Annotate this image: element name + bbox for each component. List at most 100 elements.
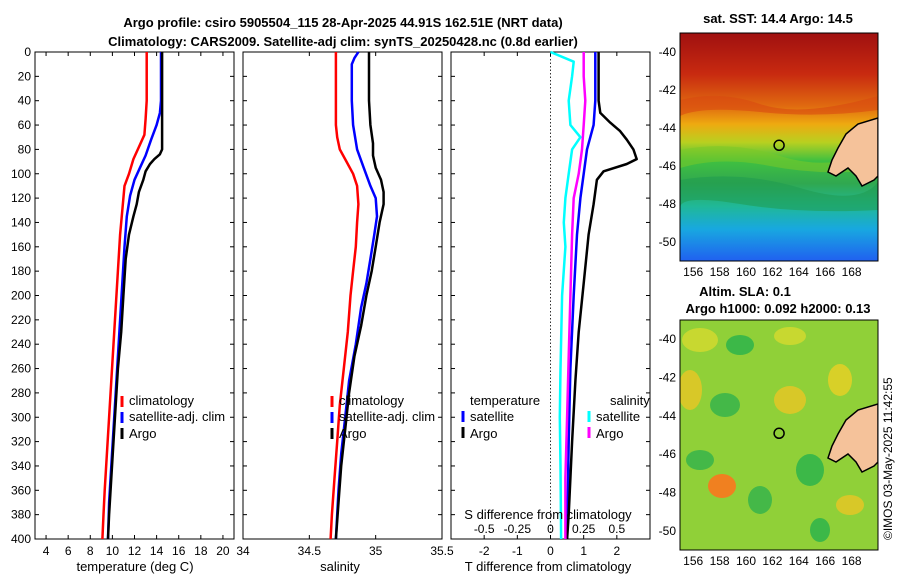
difference-xtick-label: 1 [580, 544, 587, 558]
depth-tick-label: 20 [18, 69, 32, 83]
depth-tick-label: 160 [11, 240, 31, 254]
difference-xtick-label: -1 [512, 544, 523, 558]
sst-land-new-zealand [827, 117, 878, 187]
copyright-timestamp: ©IMOS 03-May-2025 11:42:55 [881, 377, 895, 540]
sla-lon-tick-label: 164 [789, 554, 809, 568]
salinity-xtick-label: 34 [236, 544, 250, 558]
sla-map-title-line1: Altim. SLA: 0.1 [699, 284, 791, 299]
temperature-xtick-label: 8 [87, 544, 94, 558]
salinity-series-argo [334, 52, 385, 540]
depth-tick-label: 100 [11, 167, 31, 181]
depth-tick-label: 260 [11, 362, 31, 376]
salinity-xtick-label: 35.5 [430, 544, 454, 558]
legend-label-s-satellite: satellite [596, 409, 640, 424]
sla-blob [774, 386, 806, 414]
depth-tick-label: 0 [24, 45, 31, 59]
sla-lat-tick-label: -50 [659, 524, 677, 538]
sst-warm-band [680, 95, 878, 116]
salinity-panel-frame [242, 51, 443, 540]
sst-lon-tick-label: 168 [842, 265, 862, 279]
difference-series-s-satellite [550, 50, 582, 540]
temperature-panel-frame [34, 51, 235, 540]
sst-lon-tick-label: 164 [789, 265, 809, 279]
legend-label-s-argo: Argo [596, 426, 623, 441]
sla-lon-tick-label: 162 [762, 554, 782, 568]
legend-title-temperature: temperature [470, 393, 540, 408]
sst-argo-position-marker [773, 139, 785, 152]
legend-label-satellite: satellite-adj. clim [129, 409, 225, 424]
sla-lat-tick-label: -42 [659, 371, 677, 385]
sla-blob [836, 495, 864, 515]
sla-lon-tick-label: 166 [815, 554, 835, 568]
sla-blob [680, 370, 702, 410]
depth-tick-label: 80 [18, 142, 32, 156]
sla-lon-tick-label: 158 [710, 554, 730, 568]
temperature-xtick-label: 12 [128, 544, 142, 558]
sla-argo-position-marker [773, 427, 785, 440]
sst-lat-tick-label: -42 [659, 83, 677, 97]
main-title-line1: Argo profile: csiro 5905504_115 28-Apr-2… [123, 15, 562, 30]
sla-map-frame [679, 319, 879, 551]
legend-label-argo: Argo [129, 426, 156, 441]
sla-lon-tick-label: 168 [842, 554, 862, 568]
sst-lon-tick-label: 156 [683, 265, 703, 279]
depth-tick-label: 320 [11, 435, 31, 449]
sla-lon-tick-label: 156 [683, 554, 703, 568]
sla-blob [710, 393, 740, 417]
temperature-xtick-label: 18 [194, 544, 208, 558]
sla-lon-tick-label: 160 [736, 554, 756, 568]
sst-lat-tick-label: -48 [659, 197, 677, 211]
legend-label-t-argo: Argo [470, 426, 497, 441]
salinity-xtick-label: 35 [369, 544, 383, 558]
salinity-series-satellite-adj-clim [334, 51, 379, 540]
sla-blob [682, 328, 718, 352]
difference-xtick-label: 2 [613, 544, 620, 558]
salinity-series-climatology [329, 52, 360, 540]
temperature-xlabel: temperature (deg C) [76, 559, 193, 574]
sst-lat-tick-label: -40 [659, 45, 677, 59]
temperature-series-argo [106, 52, 164, 540]
difference-xlabel: T difference from climatology [465, 559, 632, 574]
depth-tick-label: 300 [11, 410, 31, 424]
sla-blob [828, 364, 852, 396]
sla-lat-tick-label: -40 [659, 332, 677, 346]
sst-lat-tick-label: -44 [659, 121, 677, 135]
s-difference-xtick-label: -0.5 [474, 522, 495, 536]
depth-tick-label: 380 [11, 508, 31, 522]
sla-blob [686, 450, 714, 470]
temperature-series-climatology [101, 52, 148, 540]
s-difference-xtick-label: -0.25 [504, 522, 532, 536]
sst-map-frame [679, 32, 879, 262]
sst-lat-tick-label: -50 [659, 235, 677, 249]
sst-lon-tick-label: 158 [710, 265, 730, 279]
legend-label-argo: Argo [339, 426, 366, 441]
sla-lat-tick-label: -46 [659, 447, 677, 461]
depth-tick-label: 220 [11, 313, 31, 327]
sla-blob [748, 486, 772, 514]
sla-blob-warm [708, 474, 736, 498]
legend-label-satellite: satellite-adj. clim [339, 409, 435, 424]
depth-tick-label: 60 [18, 118, 32, 132]
sst-lon-tick-label: 160 [736, 265, 756, 279]
sst-front-band [680, 146, 878, 173]
depth-tick-label: 120 [11, 191, 31, 205]
depth-tick-label: 340 [11, 459, 31, 473]
sst-lon-tick-label: 162 [762, 265, 782, 279]
sla-land-new-zealand [827, 403, 878, 473]
temperature-xtick-label: 10 [106, 544, 120, 558]
legend-label-climatology: climatology [129, 393, 195, 408]
salinity-legend: climatology satellite-adj. clim Argo [330, 393, 435, 441]
difference-series-s-argo [564, 52, 587, 539]
s-difference-xlabel: S difference from climatology [464, 507, 632, 522]
difference-xtick-label: 0 [547, 544, 554, 558]
sla-lat-tick-label: -48 [659, 486, 677, 500]
sst-map-image [680, 33, 878, 261]
sla-blob [796, 454, 824, 486]
temperature-xtick-label: 14 [150, 544, 164, 558]
depth-tick-label: 40 [18, 94, 32, 108]
temperature-xtick-label: 4 [43, 544, 50, 558]
difference-legend: temperature satellite Argo salinity sate… [461, 393, 650, 441]
temperature-xtick-label: 6 [65, 544, 72, 558]
